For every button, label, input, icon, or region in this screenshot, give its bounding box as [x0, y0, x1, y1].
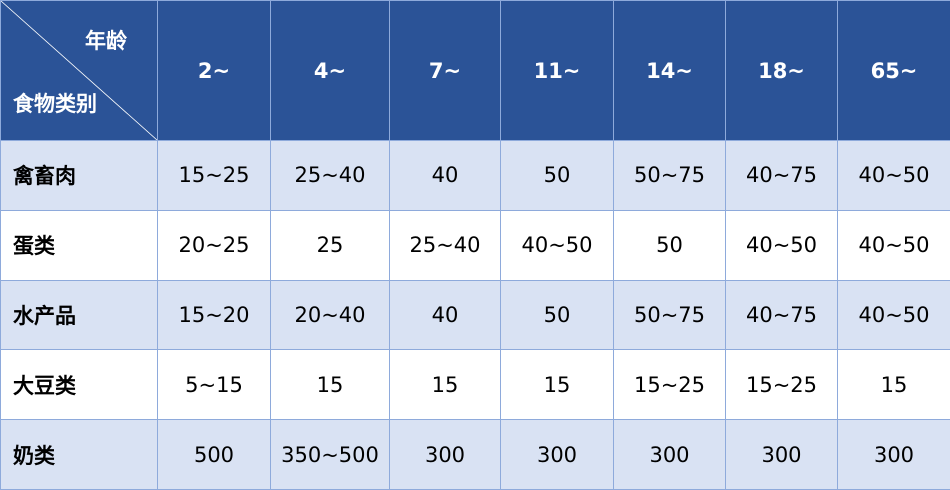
value-cell: 50 — [613, 209, 726, 281]
value-cell: 15 — [389, 349, 501, 421]
category-cell: 奶类 — [0, 419, 158, 490]
age-header-cell: 65~ — [837, 0, 950, 141]
corner-header-cell: 年龄 食物类别 — [0, 0, 158, 141]
value-cell: 40~50 — [837, 140, 950, 211]
value-cell: 300 — [837, 419, 950, 490]
value-cell: 40~50 — [500, 209, 614, 281]
value-cell: 300 — [500, 419, 614, 490]
value-cell: 20~40 — [270, 279, 390, 351]
value-cell: 15~25 — [613, 349, 726, 421]
value-cell: 5~15 — [157, 349, 271, 421]
value-cell: 20~25 — [157, 209, 271, 281]
age-header-cell: 4~ — [270, 0, 390, 141]
category-cell: 蛋类 — [0, 209, 158, 281]
value-cell: 300 — [613, 419, 726, 490]
age-header-cell: 7~ — [389, 0, 501, 141]
value-cell: 25 — [270, 209, 390, 281]
value-cell: 300 — [725, 419, 838, 490]
age-label: 年龄 — [85, 29, 127, 53]
age-header-cell: 18~ — [725, 0, 838, 141]
age-header-cell: 2~ — [157, 0, 271, 141]
category-cell: 水产品 — [0, 279, 158, 351]
value-cell: 25~40 — [389, 209, 501, 281]
value-cell: 15~25 — [157, 140, 271, 211]
value-cell: 40~50 — [837, 279, 950, 351]
value-cell: 300 — [389, 419, 501, 490]
value-cell: 50~75 — [613, 140, 726, 211]
value-cell: 40 — [389, 140, 501, 211]
header-row: 年龄 食物类别 2~ 4~ 7~ 11~ 14~ 18~ 65~ — [0, 0, 950, 141]
table-row: 蛋类 20~25 25 25~40 40~50 50 40~50 40~50 — [0, 209, 950, 281]
age-header-cell: 14~ — [613, 0, 726, 141]
age-header-cell: 11~ — [500, 0, 614, 141]
category-cell: 大豆类 — [0, 349, 158, 421]
value-cell: 50 — [500, 140, 614, 211]
table-row: 大豆类 5~15 15 15 15 15~25 15~25 15 — [0, 349, 950, 421]
value-cell: 500 — [157, 419, 271, 490]
value-cell: 15 — [837, 349, 950, 421]
value-cell: 15~20 — [157, 279, 271, 351]
diagonal-divider — [1, 1, 157, 140]
category-cell: 禽畜肉 — [0, 140, 158, 211]
table-row: 水产品 15~20 20~40 40 50 50~75 40~75 40~50 — [0, 279, 950, 351]
value-cell: 40 — [389, 279, 501, 351]
value-cell: 15~25 — [725, 349, 838, 421]
value-cell: 350~500 — [270, 419, 390, 490]
value-cell: 50 — [500, 279, 614, 351]
value-cell: 15 — [270, 349, 390, 421]
value-cell: 50~75 — [613, 279, 726, 351]
food-category-label: 食物类别 — [13, 92, 97, 116]
value-cell: 40~75 — [725, 140, 838, 211]
value-cell: 25~40 — [270, 140, 390, 211]
value-cell: 40~50 — [725, 209, 838, 281]
value-cell: 15 — [500, 349, 614, 421]
value-cell: 40~75 — [725, 279, 838, 351]
value-cell: 40~50 — [837, 209, 950, 281]
table-row: 禽畜肉 15~25 25~40 40 50 50~75 40~75 40~50 — [0, 140, 950, 211]
table-row: 奶类 500 350~500 300 300 300 300 300 — [0, 419, 950, 490]
